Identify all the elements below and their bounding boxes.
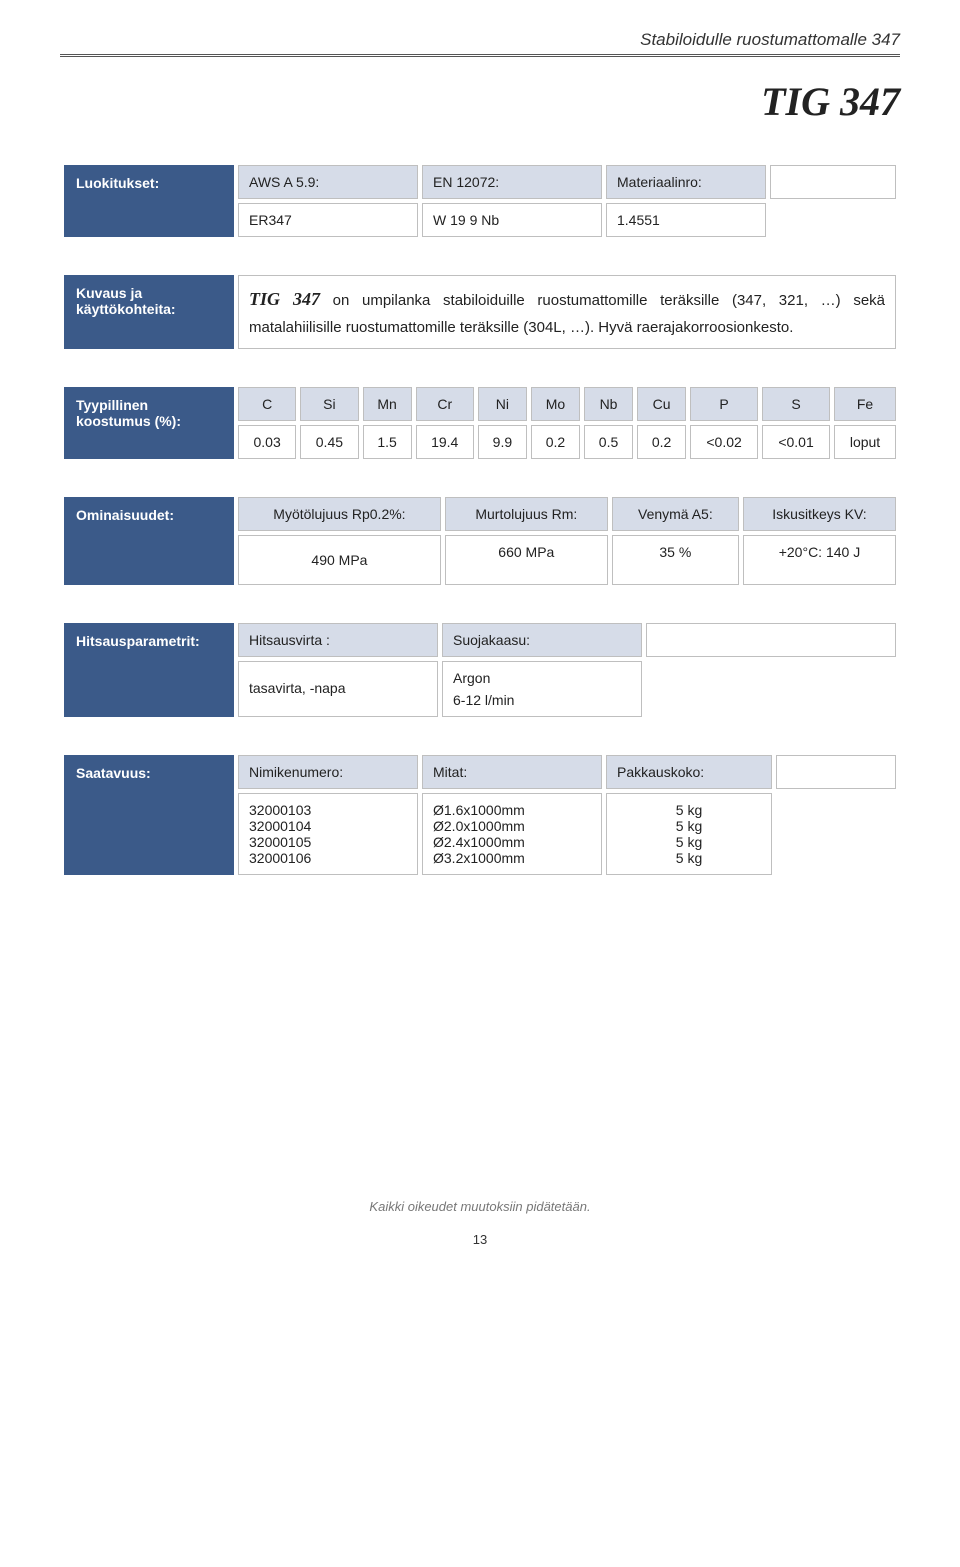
- table-row: 32000105: [249, 834, 407, 850]
- comp-h-5: Mo: [531, 387, 580, 421]
- availability-label: Saatavuus:: [64, 755, 234, 875]
- composition-label: Tyypillinen koostumus (%):: [64, 387, 234, 459]
- comp-v-1: 0.45: [300, 425, 358, 459]
- comp-h-0: C: [238, 387, 296, 421]
- welding-block: Hitsausparametrit: Hitsausvirta : Suojak…: [60, 619, 900, 721]
- description-body: on umpilanka stabiloiduille ruostumattom…: [249, 292, 885, 336]
- page-number: 13: [60, 1232, 900, 1247]
- properties-label: Ominaisuudet:: [64, 497, 234, 585]
- classification-empty: [770, 165, 896, 199]
- classification-block: Luokitukset: AWS A 5.9: EN 12072: Materi…: [60, 161, 900, 241]
- comp-v-2: 1.5: [363, 425, 412, 459]
- comp-v-9: <0.01: [762, 425, 830, 459]
- comp-h-3: Cr: [416, 387, 474, 421]
- comp-v-3: 19.4: [416, 425, 474, 459]
- comp-v-5: 0.2: [531, 425, 580, 459]
- avail-col-0: 32000103 32000104 32000105 32000106: [238, 793, 418, 875]
- description-product-name: TIG 347: [249, 289, 320, 309]
- weld-gas: Argon 6-12 l/min: [442, 661, 642, 717]
- prop-h-0: Myötölujuus Rp0.2%:: [238, 497, 441, 531]
- classification-label: Luokitukset:: [64, 165, 234, 237]
- table-row: 32000103: [249, 802, 407, 818]
- avail-h-0: Nimikenumero:: [238, 755, 418, 789]
- avail-empty: [776, 755, 896, 789]
- classification-val-1: W 19 9 Nb: [422, 203, 602, 237]
- table-row: 32000106: [249, 850, 407, 866]
- table-row: Ø2.4x1000mm: [433, 834, 591, 850]
- prop-h-3: Iskusitkeys KV:: [743, 497, 896, 531]
- description-block: Kuvaus ja käyttökohteita: TIG 347 on ump…: [60, 271, 900, 353]
- classification-val-0: ER347: [238, 203, 418, 237]
- prop-v-2: 35 %: [612, 535, 739, 585]
- weld-gas-line1: Argon: [453, 670, 631, 686]
- classification-col-2: Materiaalinro:: [606, 165, 766, 199]
- classification-col-0: AWS A 5.9:: [238, 165, 418, 199]
- comp-v-0: 0.03: [238, 425, 296, 459]
- weld-current: tasavirta, -napa: [238, 661, 438, 717]
- properties-block: Ominaisuudet: Myötölujuus Rp0.2%: Murtol…: [60, 493, 900, 589]
- avail-col-2: 5 kg 5 kg 5 kg 5 kg: [606, 793, 772, 875]
- comp-h-4: Ni: [478, 387, 527, 421]
- table-row: 32000104: [249, 818, 407, 834]
- availability-block: Saatavuus: Nimikenumero: Mitat: Pakkausk…: [60, 751, 900, 879]
- table-row: 5 kg: [617, 818, 761, 834]
- prop-v-3: +20°C: 140 J: [743, 535, 896, 585]
- comp-h-6: Nb: [584, 387, 633, 421]
- weld-empty: [646, 623, 896, 657]
- classification-col-1: EN 12072:: [422, 165, 602, 199]
- classification-val-2: 1.4551: [606, 203, 766, 237]
- weld-gas-line2: 6-12 l/min: [453, 692, 631, 708]
- table-row: Ø2.0x1000mm: [433, 818, 591, 834]
- description-label: Kuvaus ja käyttökohteita:: [64, 275, 234, 349]
- footer-rights: Kaikki oikeudet muutoksiin pidätetään.: [60, 1199, 900, 1214]
- comp-h-7: Cu: [637, 387, 686, 421]
- weld-h-1: Suojakaasu:: [442, 623, 642, 657]
- comp-v-6: 0.5: [584, 425, 633, 459]
- avail-h-2: Pakkauskoko:: [606, 755, 772, 789]
- comp-h-1: Si: [300, 387, 358, 421]
- table-row: 5 kg: [617, 850, 761, 866]
- weld-h-0: Hitsausvirta :: [238, 623, 438, 657]
- comp-h-9: S: [762, 387, 830, 421]
- comp-h-10: Fe: [834, 387, 896, 421]
- welding-label: Hitsausparametrit:: [64, 623, 234, 717]
- page-subtitle: Stabiloidulle ruostumattomalle 347: [60, 30, 900, 50]
- comp-h-2: Mn: [363, 387, 412, 421]
- table-row: 5 kg: [617, 834, 761, 850]
- comp-h-8: P: [690, 387, 758, 421]
- table-row: 5 kg: [617, 802, 761, 818]
- avail-col-1: Ø1.6x1000mm Ø2.0x1000mm Ø2.4x1000mm Ø3.2…: [422, 793, 602, 875]
- composition-block: Tyypillinen koostumus (%): C Si Mn Cr Ni…: [60, 383, 900, 463]
- comp-v-8: <0.02: [690, 425, 758, 459]
- product-title: TIG 347: [60, 78, 900, 125]
- table-row: Ø1.6x1000mm: [433, 802, 591, 818]
- prop-v-0: 490 MPa: [238, 535, 441, 585]
- comp-v-10: loput: [834, 425, 896, 459]
- prop-h-2: Venymä A5:: [612, 497, 739, 531]
- comp-v-4: 9.9: [478, 425, 527, 459]
- prop-h-1: Murtolujuus Rm:: [445, 497, 608, 531]
- prop-v-1: 660 MPa: [445, 535, 608, 585]
- header-rule: [60, 54, 900, 58]
- description-text: TIG 347 on umpilanka stabiloiduille ruos…: [238, 275, 896, 349]
- avail-h-1: Mitat:: [422, 755, 602, 789]
- table-row: Ø3.2x1000mm: [433, 850, 591, 866]
- comp-v-7: 0.2: [637, 425, 686, 459]
